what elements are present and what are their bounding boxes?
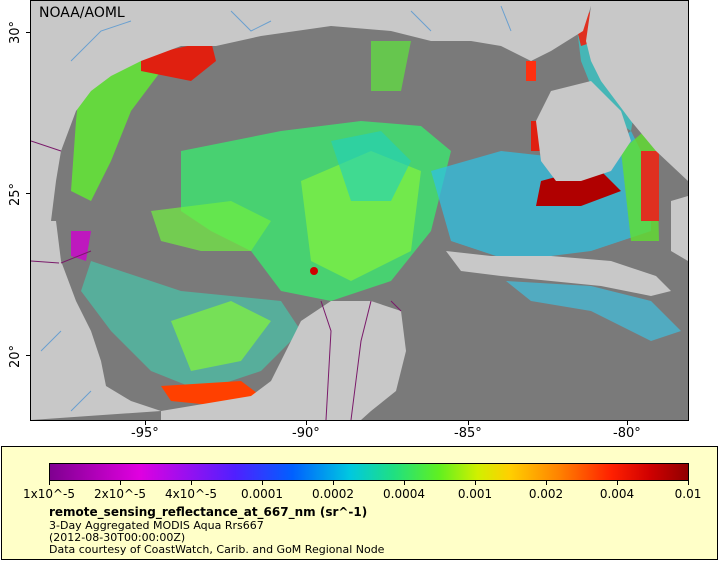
lon-tick-95 (145, 421, 146, 425)
lon-tick-90 (306, 421, 307, 425)
latitude-label-30: 30° (8, 20, 23, 44)
colorbar-tick (688, 481, 689, 485)
boundary-layer (31, 5, 512, 420)
colorbar (49, 463, 689, 481)
lon-tick-85 (468, 421, 469, 425)
dataset-title: 3-Day Aggregated MODIS Aqua Rrs667 (49, 519, 264, 532)
colorbar-label: 0.0002 (312, 487, 354, 501)
colorbar-label: 0.001 (457, 487, 493, 501)
colorbar-tick (333, 481, 334, 485)
latitude-label-25: 25° (8, 182, 23, 206)
colorbar-label: 0.0001 (241, 487, 283, 501)
colorbar-label: 0.0004 (383, 487, 425, 501)
colorbar-tick (546, 481, 547, 485)
colorbar-tick (262, 481, 263, 485)
longitude-label-85: -85° (454, 426, 482, 441)
colorbar-tick (475, 481, 476, 485)
longitude-label-95: -95° (131, 426, 159, 441)
map-credit: NOAA/AOML (39, 5, 125, 21)
colorbar-tick (120, 481, 121, 485)
lat-tick-25 (26, 193, 30, 194)
map-frame[interactable]: NOAA/AOML (30, 0, 689, 421)
colorbar-tick (617, 481, 618, 485)
colorbar-label: 4x10^-5 (164, 487, 218, 501)
colorbar-label: 0.01 (674, 487, 702, 501)
legend-panel: 1x10^-5 2x10^-5 4x10^-5 0.0001 0.0002 0.… (1, 446, 718, 560)
colorbar-label: 1x10^-5 (22, 487, 76, 501)
land-layer (31, 1, 688, 420)
colorbar-label: 0.002 (528, 487, 564, 501)
colorbar-tick (191, 481, 192, 485)
colorbar-tick (404, 481, 405, 485)
dataset-date: (2012-08-30T00:00:00Z) (49, 531, 186, 544)
longitude-label-80: -80° (613, 426, 641, 441)
longitude-label-90: -90° (292, 426, 320, 441)
variable-name: remote_sensing_reflectance_at_667_nm (sr… (49, 505, 368, 519)
latitude-label-20: 20° (8, 344, 23, 368)
colorbar-tick (49, 481, 50, 485)
data-credit: Data courtesy of CoastWatch, Carib. and … (49, 543, 385, 556)
lat-tick-30 (26, 32, 30, 33)
map-canvas (31, 1, 688, 420)
lon-tick-80 (627, 421, 628, 425)
lat-tick-20 (26, 355, 30, 356)
colorbar-label: 2x10^-5 (93, 487, 147, 501)
colorbar-label: 0.004 (599, 487, 635, 501)
